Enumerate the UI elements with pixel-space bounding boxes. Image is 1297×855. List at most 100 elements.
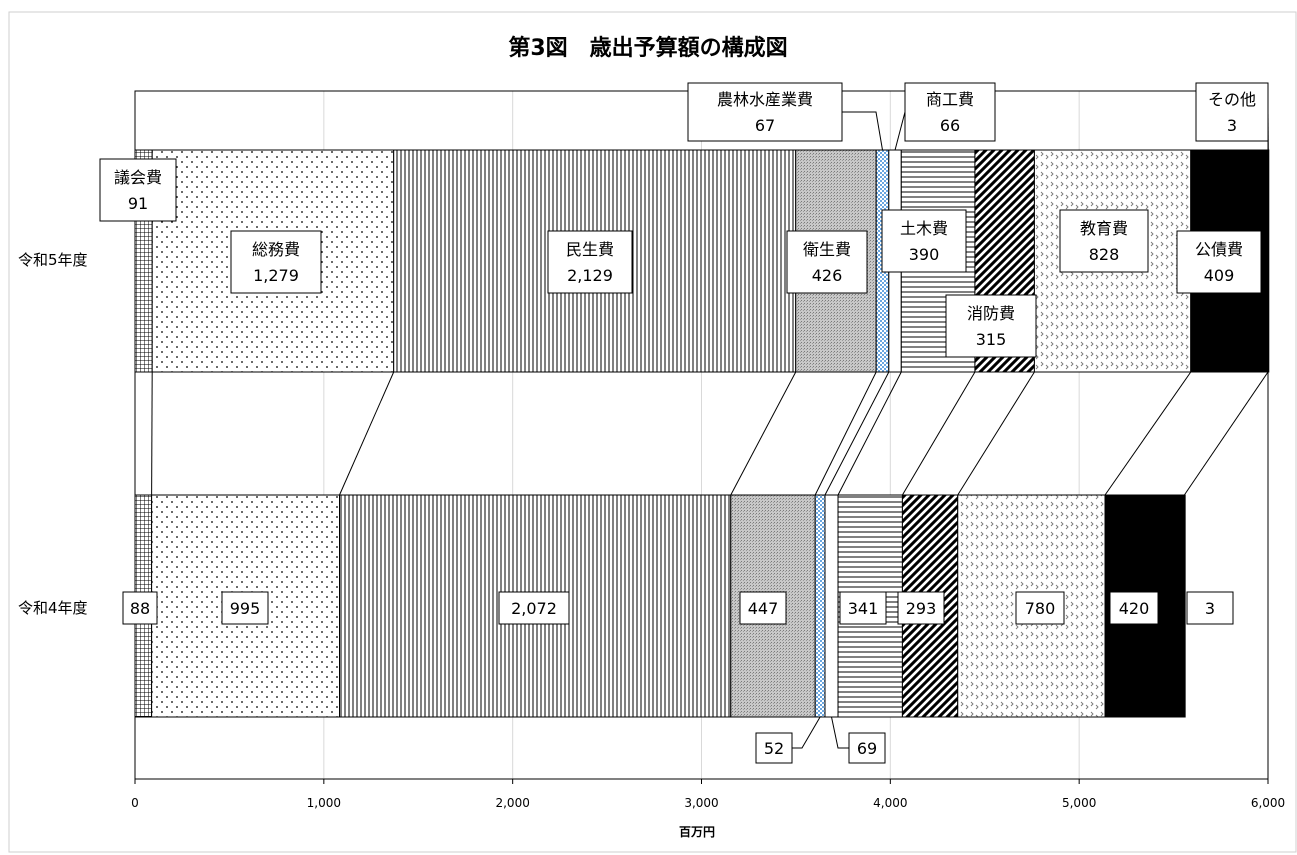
label-r4-5-box	[848, 732, 886, 764]
label-r4-8-text-0: 780	[1025, 599, 1056, 618]
connector-line	[1104, 371, 1192, 496]
connector-line	[901, 371, 976, 496]
label-r5-4-box	[687, 82, 843, 142]
bar-segment-r4-10	[1183, 494, 1186, 718]
label-r4-0-text-0: 88	[130, 599, 150, 618]
connector-line	[339, 371, 395, 496]
x-axis-title: 百万円	[679, 825, 715, 839]
label-r5-6-text-1: 390	[909, 245, 940, 264]
label-r4-3: 447	[739, 591, 787, 625]
x-tick-label: 4,000	[873, 796, 907, 810]
label-r4-0: 88	[122, 591, 158, 625]
label-r4-1: 995	[221, 591, 269, 625]
label-r5-1: 総務費 1,279	[230, 230, 322, 294]
label-r5-1-text-1: 1,279	[253, 266, 299, 285]
connector-line	[1183, 371, 1269, 496]
label-r5-1-box	[230, 230, 322, 294]
label-r4-7-box	[897, 591, 945, 625]
label-r5-5-box	[904, 82, 996, 142]
label-r5-7-box	[945, 294, 1037, 358]
label-r4-2: 2,072	[498, 591, 570, 625]
label-r4-6-box	[839, 591, 887, 625]
label-r5-8-text-0: 教育費	[1080, 219, 1128, 238]
label-r4-2-text-0: 2,072	[511, 599, 557, 618]
label-r4-4-text-0: 52	[764, 739, 784, 758]
connector-line	[837, 371, 902, 496]
label-r5-8-text-1: 828	[1089, 245, 1120, 264]
label-r5-1-text-0: 総務費	[252, 240, 300, 259]
label-r5-8-box	[1059, 209, 1149, 273]
x-tick-label: 0	[131, 796, 139, 810]
label-r5-5: 商工費 66	[904, 82, 996, 142]
label-r5-5-text-0: 商工費	[926, 90, 974, 109]
label-r4-4-box	[755, 732, 793, 764]
label-r4-10: 3	[1186, 591, 1234, 625]
label-r4-9: 420	[1109, 591, 1159, 625]
label-r4-1-box	[221, 591, 269, 625]
connector-line	[957, 371, 1035, 496]
connector-line	[824, 371, 890, 496]
label-r5-0: 議会費 91	[99, 158, 177, 222]
label-r5-6-box	[881, 209, 967, 273]
label-r5-9-text-0: 公債費	[1195, 240, 1243, 259]
label-r4-6: 341	[839, 591, 887, 625]
label-r5-2-text-0: 民生費	[566, 240, 614, 259]
label-r5-5-text-1: 66	[940, 116, 960, 135]
label-r5-7-text-0: 消防費	[967, 304, 1015, 323]
label-r5-3: 衛生費 426	[786, 230, 868, 294]
label-r4-1-text-0: 995	[230, 599, 261, 618]
label-r5-9: 公債費 409	[1176, 230, 1262, 294]
label-r4-9-text-0: 420	[1119, 599, 1150, 618]
category-label-r4: 令和4年度	[18, 599, 88, 617]
x-tick-label: 2,000	[495, 796, 529, 810]
label-r5-0-box	[99, 158, 177, 222]
leader-line	[792, 716, 821, 749]
label-r4-0-box	[122, 591, 158, 625]
bar-segment-r5-10	[1267, 149, 1270, 373]
label-r5-10-text-0: その他	[1208, 90, 1256, 109]
label-r5-9-text-1: 409	[1204, 266, 1235, 285]
label-r5-10: その他 3	[1195, 82, 1269, 142]
x-tick-label: 6,000	[1251, 796, 1285, 810]
connector-line	[730, 371, 797, 496]
chart-frame	[8, 11, 1297, 853]
label-r4-8: 780	[1015, 591, 1065, 625]
data-labels: 議会費 91 総務費 1,279 民生費 2,129 衛生費 426 農林水産業費 67 商工費 66…	[99, 82, 1269, 764]
label-r5-8: 教育費 828	[1059, 209, 1149, 273]
label-r5-4-text-1: 67	[755, 116, 775, 135]
label-r5-2: 民生費 2,129	[547, 230, 633, 294]
x-axis-ticks: 0 1,000 2,000 3,000 4,000 5,000 6,000	[131, 779, 1285, 810]
label-r5-9-box	[1176, 230, 1262, 294]
label-r5-3-box	[786, 230, 868, 294]
label-r5-7-text-1: 315	[976, 330, 1007, 349]
label-r4-7: 293	[897, 591, 945, 625]
bars	[134, 149, 1270, 718]
label-r5-7: 消防費 315	[945, 294, 1037, 358]
label-r4-5: 69	[848, 732, 886, 764]
connector-lines	[151, 371, 1269, 496]
x-tick-label: 1,000	[307, 796, 341, 810]
label-r5-10-box	[1195, 82, 1269, 142]
label-r5-4: 農林水産業費 67	[687, 82, 843, 142]
label-r5-2-text-1: 2,129	[567, 266, 613, 285]
label-r4-3-text-0: 447	[748, 599, 779, 618]
label-r5-6: 土木費 390	[881, 209, 967, 273]
label-r5-6-text-0: 土木費	[900, 219, 948, 238]
label-r4-6-text-0: 341	[848, 599, 879, 618]
category-label-r5: 令和5年度	[18, 251, 88, 269]
leader-line	[842, 111, 883, 151]
label-r4-4: 52	[755, 732, 793, 764]
connector-line	[151, 371, 153, 496]
label-r4-7-text-0: 293	[906, 599, 937, 618]
label-r4-8-box	[1015, 591, 1065, 625]
label-r5-10-text-1: 3	[1227, 116, 1237, 135]
label-r4-5-text-0: 69	[857, 739, 877, 758]
connector-line	[814, 371, 877, 496]
label-r5-0-text-0: 議会費	[114, 168, 162, 187]
label-r4-10-text-0: 3	[1205, 599, 1215, 618]
bar-segment-r4-4	[814, 494, 826, 718]
label-r5-4-text-0: 農林水産業費	[717, 90, 813, 109]
chart-title: 第3図 歳出予算額の構成図	[508, 35, 787, 61]
bar-segment-r4-5	[824, 494, 839, 718]
